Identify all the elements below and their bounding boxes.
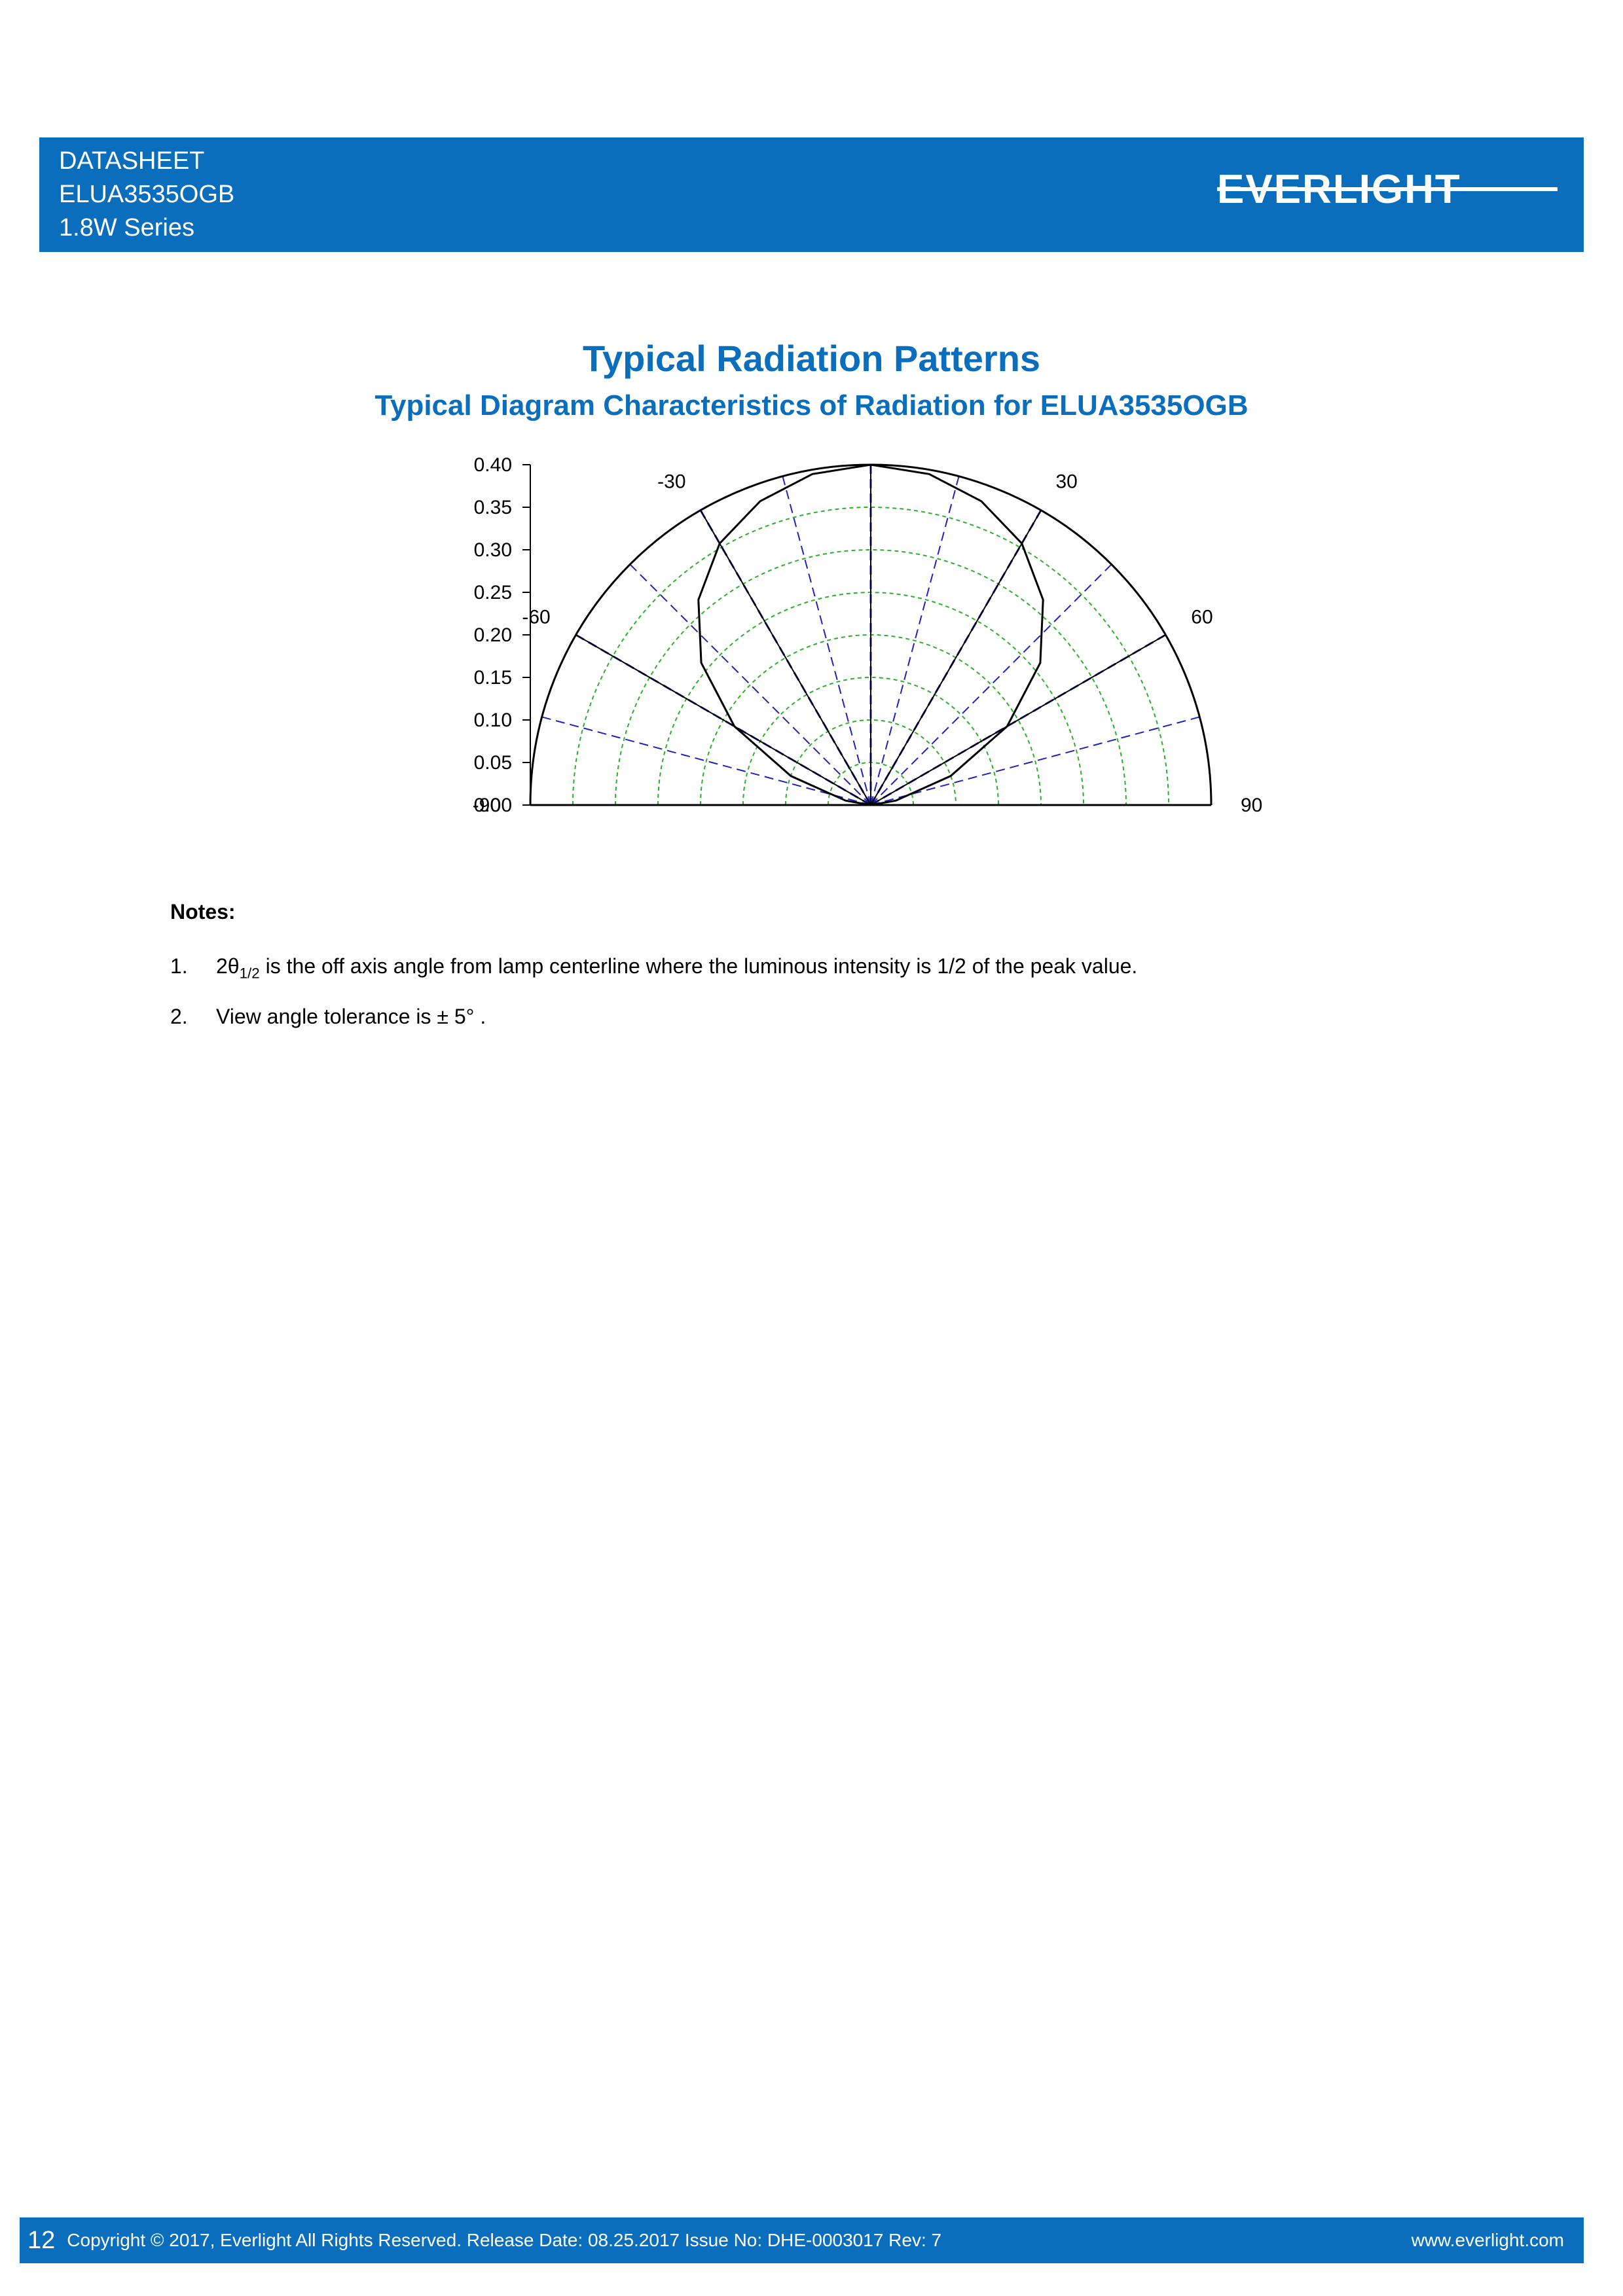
- page-subtitle: Typical Diagram Characteristics of Radia…: [0, 389, 1623, 422]
- header-line2: ELUA3535OGB: [59, 178, 234, 211]
- svg-text:90: 90: [1241, 795, 1262, 816]
- svg-text:-60: -60: [522, 607, 550, 628]
- svg-text:0.20: 0.20: [474, 624, 512, 646]
- svg-text:30: 30: [1056, 471, 1078, 493]
- svg-text:0.10: 0.10: [474, 709, 512, 731]
- svg-text:0.05: 0.05: [474, 752, 512, 774]
- svg-text:0.00: 0.00: [474, 795, 512, 816]
- footer-bar: 12 Copyright © 2017, Everlight All Right…: [20, 2217, 1584, 2263]
- notes-heading: Notes:: [170, 900, 1414, 924]
- note-text: View angle tolerance is ± 5° .: [216, 1001, 486, 1032]
- page-number: 12: [27, 2227, 55, 2255]
- header-line3: 1.8W Series: [59, 211, 234, 245]
- svg-text:0.40: 0.40: [474, 454, 512, 476]
- svg-text:0.25: 0.25: [474, 582, 512, 603]
- header-line1: DATASHEET: [59, 145, 234, 178]
- notes-list: 1.2θ1/2 is the off axis angle from lamp …: [170, 950, 1414, 1032]
- svg-text:0.30: 0.30: [474, 539, 512, 561]
- brand-logo: EVERLIGHT: [1217, 167, 1558, 223]
- note-number: 1.: [170, 950, 216, 984]
- header-product-info: DATASHEET ELUA3535OGB 1.8W Series: [59, 145, 234, 245]
- note-text: 2θ1/2 is the off axis angle from lamp ce…: [216, 950, 1137, 984]
- footer-left: 12 Copyright © 2017, Everlight All Right…: [27, 2227, 941, 2255]
- svg-text:0.35: 0.35: [474, 497, 512, 518]
- notes-section: Notes: 1.2θ1/2 is the off axis angle fro…: [170, 900, 1414, 1049]
- polar-radiation-chart: -90-60-3003060900.400.350.300.250.200.15…: [216, 445, 1395, 838]
- header-bar: DATASHEET ELUA3535OGB 1.8W Series EVERLI…: [39, 137, 1584, 252]
- note-item: 1.2θ1/2 is the off axis angle from lamp …: [170, 950, 1414, 984]
- footer-copyright: Copyright © 2017, Everlight All Rights R…: [67, 2230, 941, 2251]
- note-item: 2.View angle tolerance is ± 5° .: [170, 1001, 1414, 1032]
- note-number: 2.: [170, 1001, 216, 1032]
- svg-text:-30: -30: [657, 471, 685, 493]
- svg-text:60: 60: [1191, 607, 1213, 628]
- page-title: Typical Radiation Patterns: [0, 337, 1623, 380]
- svg-text:0.15: 0.15: [474, 667, 512, 689]
- footer-url: www.everlight.com: [1412, 2230, 1564, 2251]
